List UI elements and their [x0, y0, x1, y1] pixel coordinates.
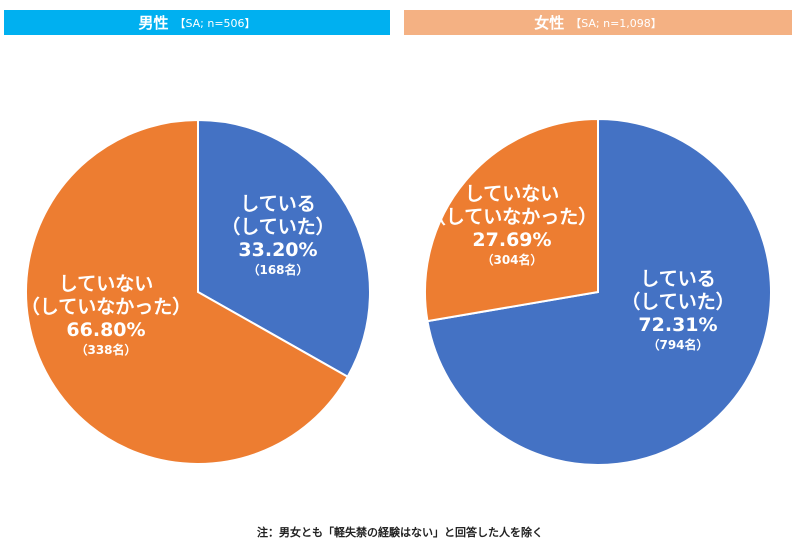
female-pie-slice-1 — [424, 117, 599, 323]
male-chart-subtitle: 【SA; n=506】 — [174, 16, 256, 30]
footnote: 注：男女とも「軽失禁の経験はない」と回答した人を除く — [257, 526, 543, 539]
male-banner: 男性 【SA; n=506】 — [4, 10, 390, 35]
female-slice-0-count-label: （794名） — [647, 337, 708, 352]
female-slice-1-percent-label: 27.69% — [472, 229, 551, 251]
female-chart-title: 女性 — [534, 14, 565, 32]
male-slice-1-category-sublabel: （していなかった） — [21, 295, 191, 318]
female-slice-0-category-label: している — [640, 268, 715, 290]
male-slice-0-category-label: している — [240, 193, 315, 215]
female-slice-1-count-label: （304名） — [481, 252, 542, 267]
female-slice-1-category-sublabel: （していなかった） — [427, 205, 597, 228]
male-slice-0-category-sublabel: （していた） — [221, 215, 334, 238]
male-pie-slice-0 — [197, 118, 371, 379]
female-pie-slice-0 — [426, 117, 772, 466]
female-chart-subtitle: 【SA; n=1,098】 — [570, 16, 662, 30]
male-slice-1-count-label: （338名） — [75, 342, 136, 357]
female-slice-0-category-sublabel: （していた） — [621, 290, 734, 313]
female-banner: 女性 【SA; n=1,098】 — [404, 10, 792, 35]
female-slice-1-category-label: していない — [465, 183, 559, 205]
female-slice-0-percent-label: 72.31% — [638, 314, 717, 336]
male-slice-1-category-label: していない — [59, 273, 153, 295]
male-slice-0-label: している（していた）33.20%（168名） — [221, 193, 334, 277]
male-pie-slice-1 — [25, 118, 350, 465]
male-slice-1-percent-label: 66.80% — [66, 319, 145, 341]
male-chart-title: 男性 — [138, 14, 169, 32]
male-slice-0-percent-label: 33.20% — [238, 239, 317, 261]
male-slice-0-count-label: （168名） — [247, 262, 308, 277]
male-slice-1-label: していない（していなかった）66.80%（338名） — [21, 273, 191, 357]
female-slice-1-label: していない（していなかった）27.69%（304名） — [427, 183, 597, 267]
female-slice-0-label: している（していた）72.31%（794名） — [621, 268, 734, 352]
